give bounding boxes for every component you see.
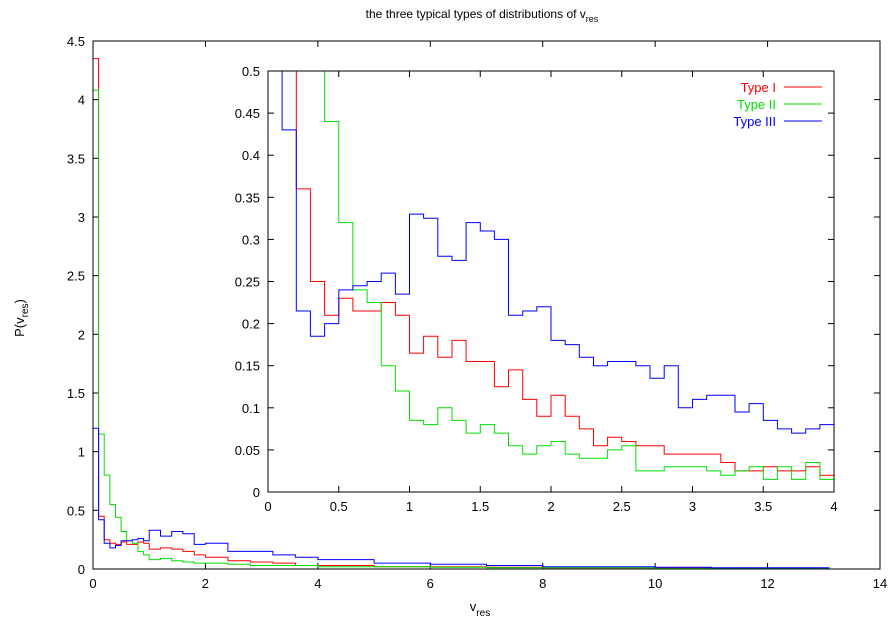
legend-label-type-i: Type I <box>741 80 776 95</box>
main-panel-series-type-iii <box>92 427 830 569</box>
inset-panel-series-type-i <box>267 70 834 492</box>
inset-panel-ytick-label: 0 <box>253 485 260 500</box>
x-axis-label-main: v <box>470 599 477 614</box>
main-panel-ytick-label: 0.5 <box>67 503 85 518</box>
main-panel-ytick-label: 3 <box>78 210 85 225</box>
main-panel-xtick-label: 14 <box>873 576 887 591</box>
main-panel-frame <box>92 40 881 570</box>
inset-panel-xtick-label: 3.5 <box>754 499 772 514</box>
x-axis-label-sub: res <box>476 608 490 619</box>
inset-panel-background <box>268 71 834 492</box>
inset-panel-ytick-label: 0.4 <box>242 148 260 163</box>
main-panel-xtick-label: 12 <box>760 576 774 591</box>
main-panel-xtick-label: 4 <box>314 576 321 591</box>
chart-title-main: the three typical types of distributions… <box>366 7 586 21</box>
inset-panel-xtick-label: 0.5 <box>330 499 348 514</box>
inset-panel-xtick-label: 1.5 <box>471 499 489 514</box>
inset-panel-ytick-label: 0.1 <box>242 401 260 416</box>
legend-label-type-iii: Type III <box>733 114 776 129</box>
inset-panel-xtick-label: 3 <box>689 499 696 514</box>
y-axis-label-end: ) <box>12 299 27 303</box>
chart-title-sub: res <box>586 14 599 24</box>
main-panel-ytick-label: 3.5 <box>67 151 85 166</box>
inset-panel-ytick-label: 0.25 <box>235 275 260 290</box>
inset-panel-ytick-label: 0.3 <box>242 232 260 247</box>
inset-panel-ytick-label: 0.2 <box>242 317 260 332</box>
chart-title: the three typical types of distributions… <box>366 7 599 24</box>
main-panel-ytick-label: 1 <box>78 445 85 460</box>
legend-label-type-ii: Type II <box>737 97 776 112</box>
inset-panel-xtick-label: 0 <box>264 499 271 514</box>
inset-panel-xtick-label: 2 <box>547 499 554 514</box>
main-panel-ytick-label: 0 <box>78 562 85 577</box>
main-panel-ytick-label: 2.5 <box>67 269 85 284</box>
inset-panel-series-type-iii <box>267 70 834 492</box>
main-panel-ytick-label: 2 <box>78 327 85 342</box>
inset-panel-frame <box>267 70 835 493</box>
inset-panel-ytick-label: 0.05 <box>235 443 260 458</box>
main-panel-xtick-label: 8 <box>539 576 546 591</box>
inset-plot: 0 0.05 0.1 0.15 0.2 0.25 0.3 0.35 0.4 0.45 0.5 0 0.5… <box>235 64 838 514</box>
main-panel-series-type-ii <box>92 89 830 569</box>
x-axis-label: vres <box>470 599 490 619</box>
main-panel-ytick-label: 4.5 <box>67 34 85 49</box>
main-panel-ytick-label: 4 <box>78 93 85 108</box>
main-panel-xtick-label: 10 <box>648 576 662 591</box>
inset-panel-ytick-label: 0.35 <box>235 190 260 205</box>
main-panel-series-type-i <box>92 58 830 569</box>
main-panel-ytick-label: 1.5 <box>67 386 85 401</box>
inset-panel-xtick-label: 4 <box>830 499 837 514</box>
main-panel-xtick-label: 6 <box>427 576 434 591</box>
inset-panel-ytick-label: 0.5 <box>242 64 260 79</box>
main-panel-xtick-label: 0 <box>89 576 96 591</box>
inset-panel-ytick-label: 0.45 <box>235 106 260 121</box>
inset-panel-xtick-label: 2.5 <box>613 499 631 514</box>
inset-panel-xtick-label: 1 <box>406 499 413 514</box>
y-axis-label: P(vres) <box>12 299 31 337</box>
y-axis-label-main: P(v <box>12 317 27 337</box>
inset-panel-series-type-ii <box>267 70 834 492</box>
inset-panel-ytick-label: 0.15 <box>235 359 260 374</box>
y-axis-label-sub: res <box>20 303 31 317</box>
main-panel-xtick-label: 2 <box>202 576 209 591</box>
